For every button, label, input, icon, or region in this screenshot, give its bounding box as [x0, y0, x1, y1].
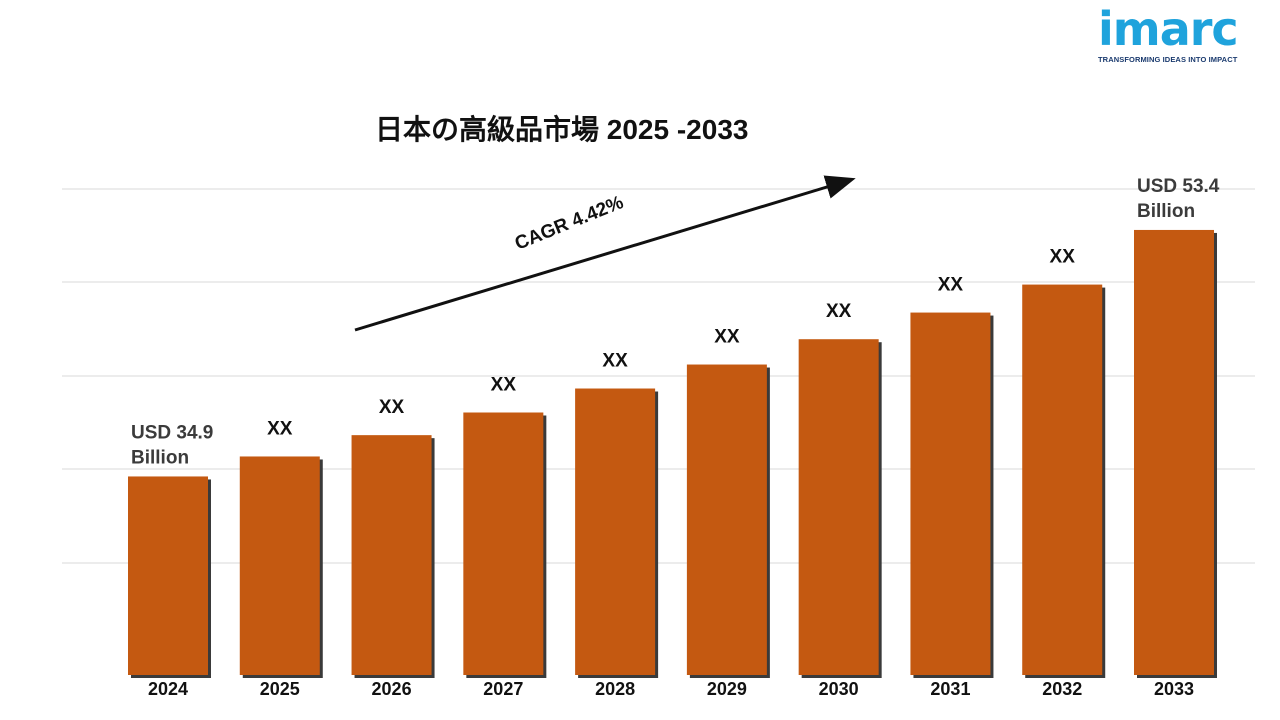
x-tick-label-2032: 2032: [1042, 679, 1082, 699]
bar-2025: [239, 456, 320, 675]
data-label-2029: XX: [714, 327, 740, 348]
bar-2026: [351, 435, 432, 675]
logo-tagline: TRANSFORMING IDEAS INTO IMPACT: [1098, 55, 1238, 64]
x-tick-label-2033: 2033: [1154, 679, 1194, 699]
cagr-arrow: [354, 175, 856, 332]
data-label-2032: XX: [1050, 247, 1076, 268]
bar-2027: [463, 412, 544, 675]
bar-2032: [1022, 284, 1103, 675]
data-label-2025: XX: [267, 418, 293, 439]
logo-wordmark: imarc: [1098, 2, 1239, 56]
imarc-logo: imarc TRANSFORMING IDEAS INTO IMPACT: [1098, 4, 1260, 64]
data-label-2031: XX: [938, 275, 964, 296]
bar-2030: [798, 339, 879, 675]
bar-2033: [1134, 229, 1214, 675]
x-tick-label-2029: 2029: [707, 679, 747, 699]
bar-2028: [575, 388, 656, 675]
bar-2024: [128, 476, 208, 675]
cagr-annotation: CAGR 4.42%: [512, 192, 627, 255]
data-label-2024: USD 34.9 Billion: [131, 422, 213, 468]
x-tick-label-2025: 2025: [260, 679, 300, 699]
bar-2029: [686, 364, 767, 675]
chart-title: 日本の高級品市場 2025 -2033: [375, 114, 749, 145]
x-tick-label-2026: 2026: [372, 679, 412, 699]
data-label-2033: USD 53.4 Billion: [1137, 176, 1220, 222]
bar-2031: [910, 312, 991, 675]
x-tick-label-2027: 2027: [483, 679, 523, 699]
x-tick-label-2031: 2031: [930, 679, 970, 699]
data-label-2028: XX: [602, 351, 628, 372]
x-tick-label-2024: 2024: [148, 679, 188, 699]
data-label-2026: XX: [379, 397, 405, 418]
x-tick-label-2030: 2030: [819, 679, 859, 699]
x-tick-label-2028: 2028: [595, 679, 635, 699]
data-label-2030: XX: [826, 301, 852, 322]
data-label-2027: XX: [491, 374, 517, 395]
